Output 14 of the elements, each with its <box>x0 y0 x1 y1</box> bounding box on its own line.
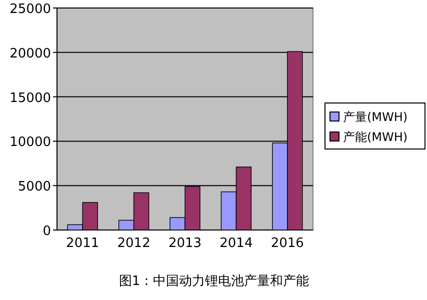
legend-label: 产量(MWH) <box>343 110 408 124</box>
text: 图1：中国动力锂电池产量和产能 <box>118 274 310 289</box>
y-tick-label: 0 <box>42 224 51 239</box>
y-tick-label: 5000 <box>18 180 51 195</box>
x-tick-label: 2011 <box>66 236 100 251</box>
x-tick-label: 2013 <box>168 236 202 251</box>
y-tick-label: 15000 <box>10 90 51 106</box>
x-tick-label: 2012 <box>117 236 150 251</box>
y-tick-label: 20000 <box>10 46 51 62</box>
legend-label: 产能(MWH) <box>343 130 408 144</box>
y-tick-label: 25000 <box>10 2 51 17</box>
x-tick-label: 2016 <box>270 236 304 251</box>
x-tick-label: 2014 <box>220 236 253 251</box>
y-tick-label: 10000 <box>10 135 51 150</box>
